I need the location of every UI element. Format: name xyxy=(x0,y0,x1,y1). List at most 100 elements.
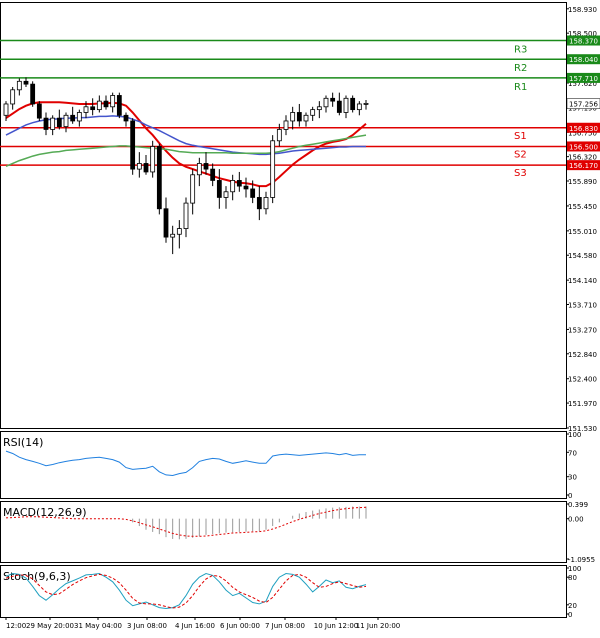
candle-up xyxy=(310,109,316,116)
candle-up xyxy=(63,114,69,128)
candle-down xyxy=(56,117,62,128)
level-label-r1: R1 xyxy=(514,82,527,93)
candle-down xyxy=(250,188,256,198)
candle-up xyxy=(183,202,189,229)
candle-down xyxy=(243,185,249,190)
level-label-s2: S2 xyxy=(514,149,527,160)
time-tick-label: 29 May 20:00 xyxy=(26,622,74,630)
candle-up xyxy=(136,163,142,170)
rsi-tick-label: 70 xyxy=(568,449,577,457)
macd-tick-label: 0.399 xyxy=(568,501,588,509)
price-tick-label: 154.580 xyxy=(568,252,597,260)
candle-down xyxy=(163,208,169,238)
rsi-line xyxy=(5,450,366,477)
stoch-signal-line xyxy=(5,573,367,609)
candle-down xyxy=(203,163,209,170)
price-tick-label: 155.450 xyxy=(568,203,597,211)
candle-up xyxy=(3,103,9,116)
time-tick-label: 12:00 xyxy=(6,622,26,630)
candle-down xyxy=(130,120,136,170)
price-tick-label: 156.750 xyxy=(568,129,597,137)
candle-down xyxy=(330,97,336,102)
macd-title: MACD(12,26,9) xyxy=(3,506,87,519)
price-tick-label: 152.400 xyxy=(568,376,597,384)
pivot-levels: 158.370 R3 158.040 R2 157.710 R1 156.830 S1 156.… xyxy=(0,35,600,179)
candle-up xyxy=(83,106,89,113)
time-tick-label: 31 May 04:00 xyxy=(74,622,122,630)
candle-up xyxy=(263,197,269,210)
candle-up xyxy=(276,129,282,142)
price-tick-label: 155.890 xyxy=(568,178,597,186)
level-tag-s1 xyxy=(567,122,600,133)
candle-down xyxy=(210,168,216,181)
stoch-title: Stoch(9,6,3) xyxy=(3,570,71,583)
candle-down xyxy=(350,97,356,111)
panel-frame-2 xyxy=(0,501,567,563)
price-tick-label: 153.270 xyxy=(568,326,597,334)
level-tag-s3 xyxy=(567,160,600,171)
level-label-s1: S1 xyxy=(514,131,527,142)
candle-up xyxy=(196,163,202,176)
moving-average-line-2 xyxy=(5,134,367,167)
candle-up xyxy=(323,97,329,108)
panel-frame-3 xyxy=(0,565,567,618)
price-tick-label: 151.970 xyxy=(568,400,597,408)
candle-up xyxy=(283,120,289,130)
level-tag-r1 xyxy=(567,72,600,83)
price-tick-label: 156.320 xyxy=(568,154,597,162)
macd-signal-line xyxy=(5,506,367,537)
candle-down xyxy=(36,103,42,119)
panel-frame-1 xyxy=(0,431,567,499)
panel-frame-0 xyxy=(0,2,567,429)
candle-down xyxy=(23,80,29,85)
price-tick-label: 157.620 xyxy=(568,80,597,88)
current-price-label: 157.256 xyxy=(569,101,598,109)
rsi-title: RSI(14) xyxy=(3,436,43,449)
stoch-tick-label: 100 xyxy=(568,565,581,573)
macd-tick-label: -1.0955 xyxy=(568,556,595,564)
candle-down xyxy=(336,100,342,113)
candle-up xyxy=(76,112,82,122)
time-tick-label: 6 Jun 00:00 xyxy=(220,622,260,630)
rsi-tick-label: 30 xyxy=(568,474,577,482)
candle-down xyxy=(70,114,76,122)
current-price-tag xyxy=(566,98,600,109)
time-axis: 12:00 29 May 20:00 31 May 04:00 3 Jun 08:00… xyxy=(5,617,400,630)
candle-up xyxy=(110,95,116,108)
stoch-tick-label: 0 xyxy=(568,611,572,619)
candle-down xyxy=(156,146,162,210)
candle-up xyxy=(170,233,176,238)
stoch-tick-label: 80 xyxy=(568,574,577,582)
candle-down xyxy=(236,180,242,187)
macd-panel: 0.399 0.00 -1.0955 MACD(12,26,9) xyxy=(3,501,595,564)
candle-down xyxy=(123,114,129,122)
candle-down xyxy=(90,106,96,111)
level-tag-r3 xyxy=(567,35,600,46)
stoch-main-line xyxy=(5,572,367,610)
level-value-s3: 156.170 xyxy=(569,162,598,170)
candle-up xyxy=(270,140,276,198)
candle-up xyxy=(150,146,156,173)
price-tick-label: 155.010 xyxy=(568,228,597,236)
candle-down xyxy=(30,83,36,105)
price-tick-label: 151.530 xyxy=(568,425,597,433)
candle-up xyxy=(50,117,56,130)
price-tick-label: 152.840 xyxy=(568,351,597,359)
level-value-s2: 156.500 xyxy=(569,143,598,151)
price-tick-label: 153.710 xyxy=(568,302,597,310)
rsi-tick-label: 0 xyxy=(568,492,572,500)
candle-up xyxy=(223,191,229,198)
candle-down xyxy=(143,163,149,173)
level-label-s3: S3 xyxy=(514,168,527,179)
moving-average-line-0 xyxy=(5,101,367,188)
candlesticks xyxy=(3,77,369,255)
candle-up xyxy=(290,112,296,122)
level-value-r3: 158.370 xyxy=(569,38,598,46)
rsi-tick-label: 100 xyxy=(568,431,581,439)
candle-up xyxy=(176,228,182,235)
time-tick-label: 11 Jun 20:00 xyxy=(356,622,400,630)
candle-down xyxy=(43,117,49,130)
candle-down xyxy=(216,180,222,198)
